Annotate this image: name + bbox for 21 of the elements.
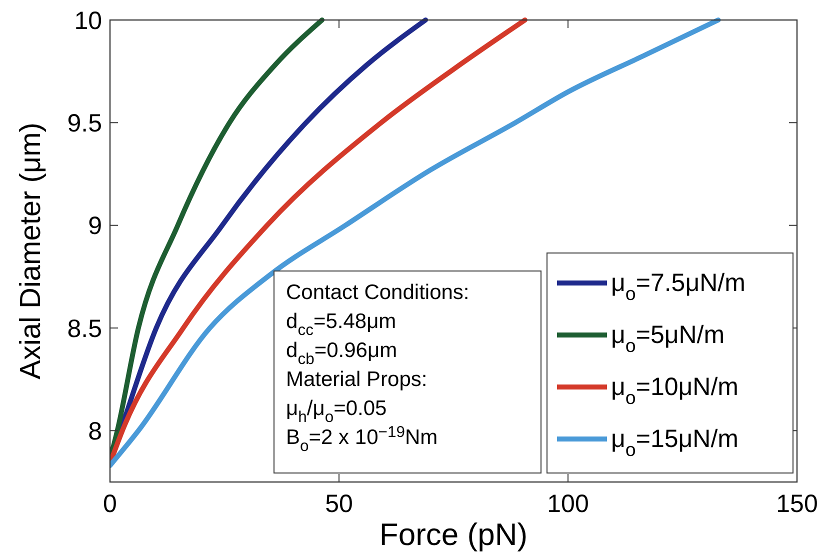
x-tick-label: 150 [776, 490, 818, 518]
x-tick-label: 100 [547, 490, 589, 518]
y-tick-label: 9.5 [67, 109, 102, 138]
x-tick-label: 0 [103, 490, 117, 518]
annotation: μ$_{h}$/μ$_{o}$=0.05 [286, 397, 387, 426]
legend-label: μ$_{o}$=5μN/m [611, 321, 725, 356]
annotation: Material Props: [286, 368, 428, 391]
y-tick-label: 8.5 [67, 314, 102, 343]
annotation: d$_{cb}$=0.96μm [286, 339, 398, 368]
x-tick-label: 50 [325, 490, 353, 518]
annotation: B$_{o}$=2 x 10$^{−19}$Nm [286, 424, 438, 456]
annotation: Contact Conditions: [286, 281, 470, 304]
legend-label: μ$_{o}$=10μN/m [611, 373, 738, 408]
legend-label: μ$_{o}$=7.5μN/m [611, 269, 746, 304]
legend-label: μ$_{o}$=15μN/m [611, 425, 738, 460]
x-axis-title: Force (pN) [379, 517, 528, 552]
y-tick-label: 10 [74, 6, 102, 35]
y-tick-label: 8 [88, 417, 102, 446]
y-axis-title: Axial Diameter (μm) [15, 122, 47, 380]
annotation: d$_{cc}$=5.48μm [286, 310, 396, 340]
y-tick-label: 9 [88, 212, 102, 240]
